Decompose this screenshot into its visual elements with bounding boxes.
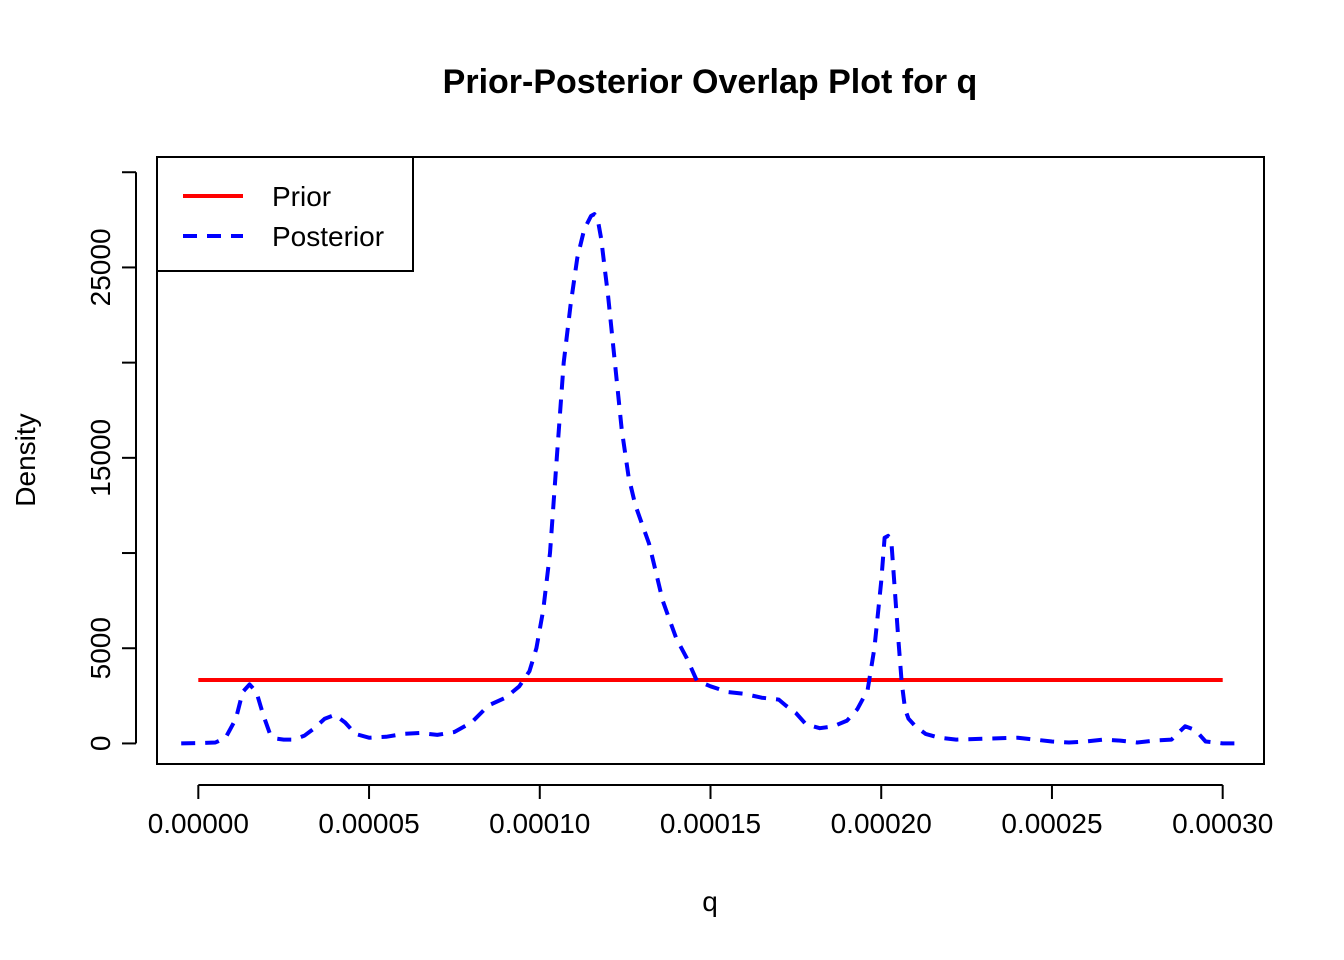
y-tick-label: 5000 xyxy=(85,617,116,679)
chart-title: Prior-Posterior Overlap Plot for q xyxy=(443,63,978,101)
y-tick-label: 15000 xyxy=(85,419,116,497)
x-tick-label: 0.00030 xyxy=(1172,808,1273,839)
series-line-posterior xyxy=(181,212,1240,746)
y-tick-label: 0 xyxy=(85,736,116,752)
x-tick-label: 0.00020 xyxy=(831,808,932,839)
legend-label-posterior: Posterior xyxy=(272,221,384,252)
x-tick-label: 0.00015 xyxy=(660,808,761,839)
y-tick-label: 25000 xyxy=(85,228,116,306)
x-axis: 0.00000 0.00005 0.00010 0.00015 0.00020 0.000… xyxy=(148,784,1273,839)
x-tick-label: 0.00000 xyxy=(148,808,249,839)
plot-frame xyxy=(156,156,1265,765)
legend-label-prior: Prior xyxy=(272,181,331,212)
y-axis: 0 5000 15000 25000 xyxy=(85,171,137,752)
legend-box xyxy=(156,156,414,272)
x-tick-label: 0.00005 xyxy=(318,808,419,839)
x-tick-label: 0.00010 xyxy=(489,808,590,839)
x-tick-label: 0.00025 xyxy=(1001,808,1102,839)
x-axis-label: q xyxy=(702,886,718,917)
y-axis-label: Density xyxy=(10,413,41,506)
series-layer xyxy=(181,212,1240,746)
legend: Prior Posterior xyxy=(156,156,414,272)
